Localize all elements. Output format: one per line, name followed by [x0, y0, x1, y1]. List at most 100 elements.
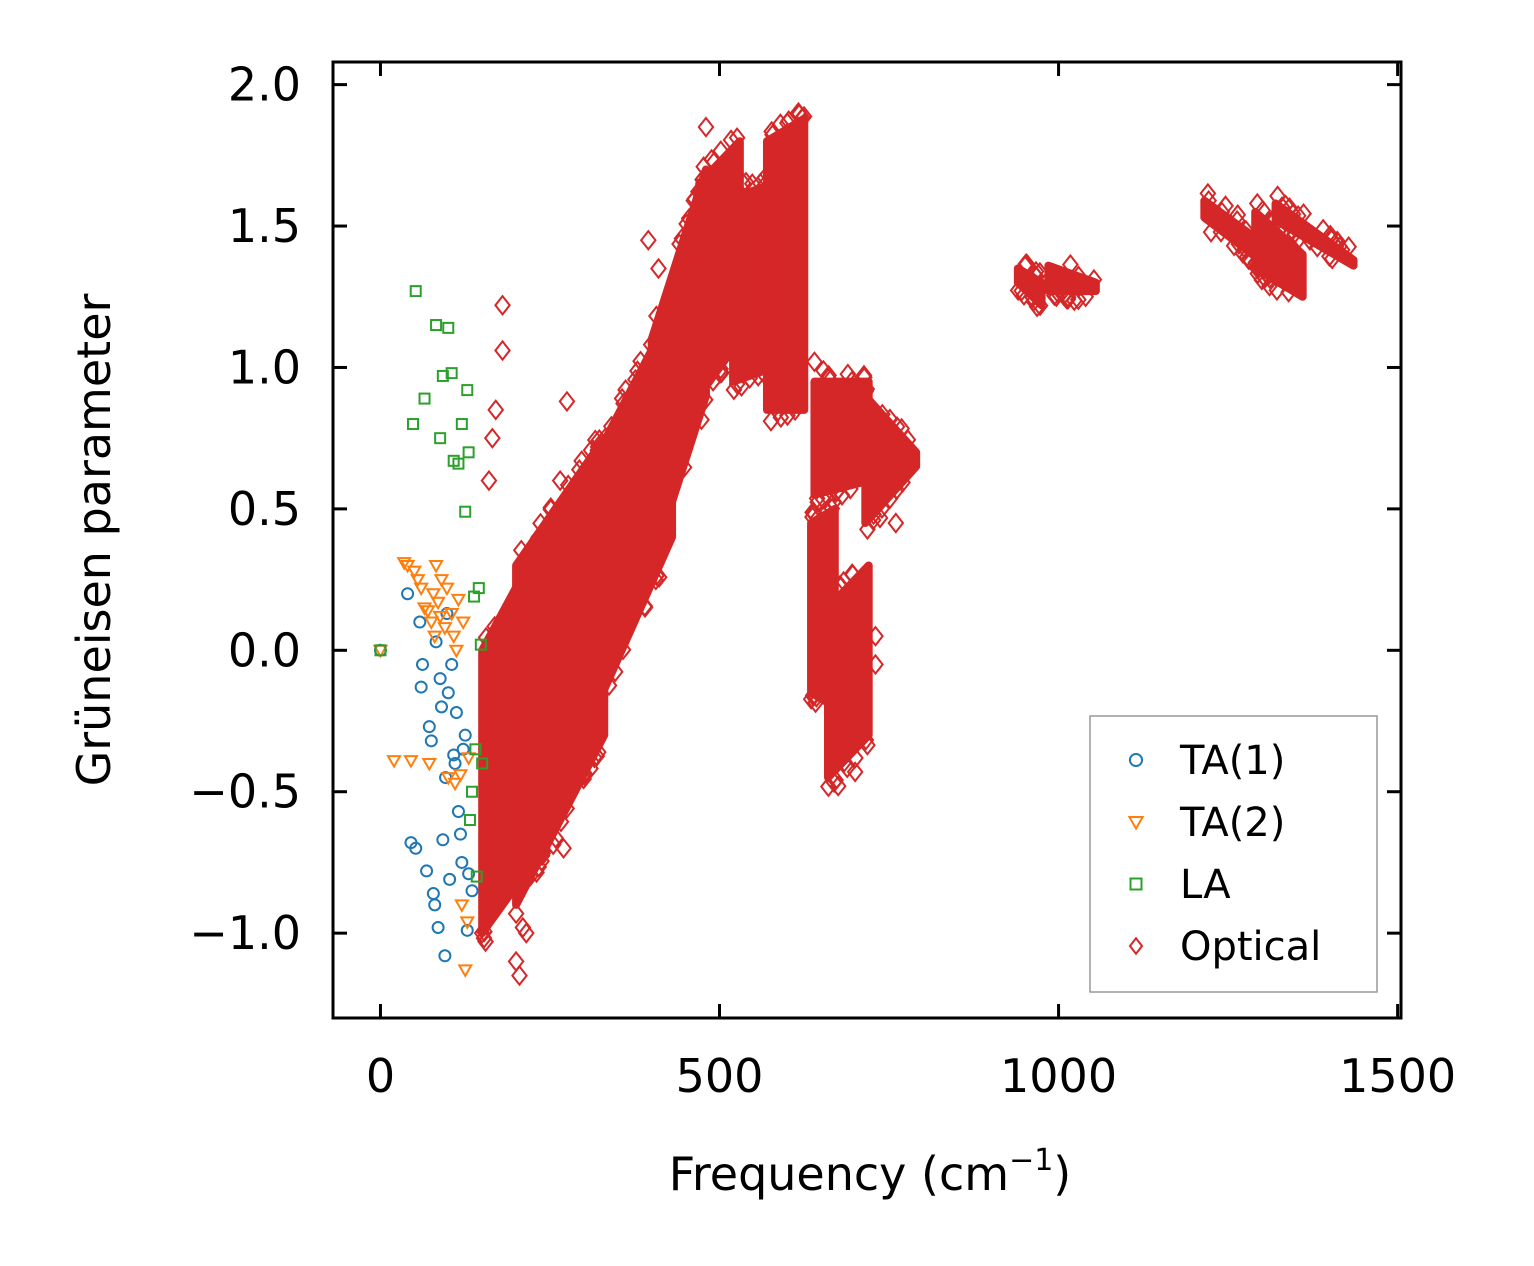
- ta1-point-22: [445, 657, 459, 671]
- x-tick-label-2: 1000: [1000, 1049, 1117, 1103]
- optical-point-20: [751, 201, 769, 223]
- optical-point-16: [639, 229, 657, 251]
- optical-point-28: [887, 512, 905, 534]
- ta2-point-23: [447, 777, 463, 792]
- optical-point-10: [517, 922, 535, 944]
- optical-edge-point-1-17: [544, 833, 562, 856]
- x-tick-label-0: 0: [366, 1049, 395, 1103]
- optical-point-26: [867, 625, 884, 647]
- la-point-6: [436, 369, 449, 382]
- optical-edge-point-12-7: [1059, 288, 1077, 311]
- ta2-point-11: [423, 616, 440, 631]
- optical-point-19: [697, 116, 715, 138]
- la-point-20: [472, 582, 485, 595]
- ta1-point-24: [448, 756, 462, 770]
- optical-edge-point-6-12: [769, 400, 787, 422]
- optical-edge-point-7-11: [805, 683, 823, 706]
- la-point-2: [409, 285, 422, 298]
- optical-point-14: [568, 752, 586, 775]
- la-point-13: [461, 384, 474, 397]
- optical-edge-point-3-14: [693, 408, 710, 431]
- optical-edge-point-4-10: [691, 388, 708, 410]
- ta2-point-22: [445, 630, 462, 645]
- la-point-11: [455, 418, 468, 431]
- ta2-point-5: [406, 565, 423, 580]
- optical-edge-point-1-3: [533, 844, 551, 867]
- optical-edge-point-13-19: [1202, 221, 1220, 243]
- ta2-point-9: [420, 605, 436, 619]
- optical-edge-point-5-11: [737, 171, 755, 193]
- optical-edge-point-1-18: [532, 512, 549, 535]
- la-point-14: [462, 446, 475, 459]
- optical-edge-point-1-25: [573, 450, 591, 472]
- ta1-point-31: [460, 923, 474, 937]
- ta1-point-30: [458, 728, 472, 742]
- optical-edge-point-4-11: [703, 148, 721, 171]
- optical-edge-point-5-7: [725, 176, 743, 198]
- la-point-4: [430, 319, 443, 332]
- optical-edge-point-10-11: [881, 408, 899, 430]
- la-point-21: [474, 638, 487, 651]
- optical-point-4: [480, 469, 498, 492]
- optical-edge-point-2-6: [648, 564, 665, 587]
- ta1-point-23: [447, 748, 461, 762]
- optical-edge-point-2-19: [614, 639, 632, 661]
- optical-point-24: [846, 761, 864, 783]
- optical-point-2: [487, 399, 505, 421]
- plot-frame: [331, 60, 1403, 1020]
- optical-edge-point-4-9: [712, 358, 730, 380]
- ta2-point-10: [421, 757, 438, 772]
- optical-edge-point-5-10: [733, 375, 750, 398]
- ta1-point-13: [431, 920, 445, 934]
- ta1-point-25: [449, 706, 463, 720]
- la-point-12: [459, 505, 472, 518]
- ta2-point-21: [443, 608, 460, 622]
- optical-edge-point-6-7: [786, 399, 804, 422]
- optical-edge-point-1-24: [586, 747, 603, 769]
- optical-edge-point-9-0: [820, 364, 838, 387]
- ta2-point-28: [455, 616, 471, 631]
- optical-edge-point-9-13: [855, 366, 873, 389]
- legend-label-ta1: TA(1): [1179, 738, 1285, 784]
- ta1-point-26: [451, 805, 465, 819]
- x-axis-label-superscript: −1: [1009, 1143, 1053, 1178]
- ta1-point-3: [409, 841, 423, 855]
- optical-edge-point-15-22: [1273, 196, 1291, 218]
- optical-edge-point-1-9: [507, 902, 525, 925]
- optical-edge-point-6-11: [772, 406, 790, 429]
- optical-edge-point-8-13: [843, 563, 861, 585]
- ta2-point-24: [448, 644, 465, 659]
- la-point-3: [418, 392, 431, 405]
- optical-edge-point-2-14: [613, 387, 631, 410]
- optical-point-22: [806, 351, 823, 373]
- optical-edge-point-5-8: [728, 373, 746, 395]
- la-point-8: [445, 367, 458, 380]
- x-tick-label-1: 500: [676, 1049, 764, 1103]
- optical-edge-point-13-5: [1225, 235, 1243, 257]
- ta2-point-30: [459, 916, 475, 930]
- optical-edge-point-2-24: [636, 595, 654, 617]
- optical-edge-point-6-10: [779, 404, 796, 427]
- ta1-point-16: [436, 833, 450, 847]
- optical-edge-point-14-12: [1248, 192, 1266, 215]
- legend: TA(1) TA(2) LA Optical: [1089, 715, 1378, 993]
- optical-edge-point-1-21: [542, 498, 560, 521]
- optical-point-23: [829, 775, 847, 797]
- optical-point-5: [473, 922, 491, 944]
- optical-band-3: [647, 165, 710, 570]
- optical-edge-point-6-9: [763, 120, 781, 143]
- la-point-16: [466, 785, 479, 798]
- optical-edge-point-6-4: [764, 124, 781, 146]
- optical-edge-point-12-10: [1070, 265, 1087, 287]
- legend-marker-la: [1129, 877, 1143, 891]
- ta1-point-32: [462, 867, 476, 881]
- optical-edge-point-9-9: [839, 363, 857, 385]
- la-point-15: [463, 814, 476, 827]
- optical-edge-point-15-12: [1281, 197, 1298, 219]
- optical-edge-point-4-4: [695, 167, 712, 190]
- la-point-1: [407, 418, 420, 431]
- ta1-point-21: [443, 872, 457, 886]
- optical-edge-point-14-5: [1280, 281, 1298, 303]
- optical-edge-point-14-13: [1256, 267, 1274, 289]
